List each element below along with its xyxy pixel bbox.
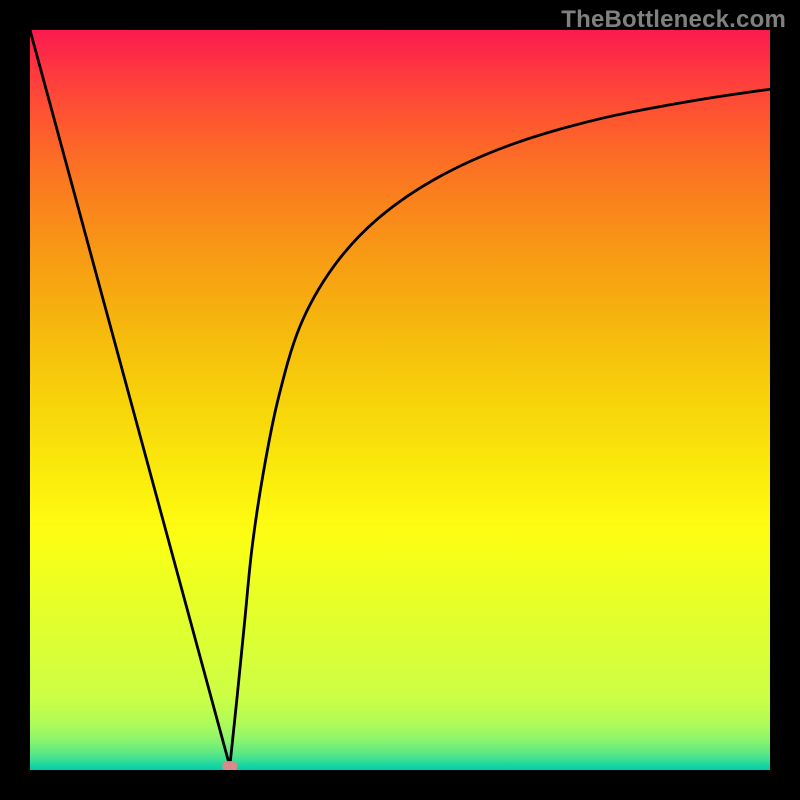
- chart-frame: TheBottleneck.com: [0, 0, 800, 800]
- watermark-text: TheBottleneck.com: [561, 6, 786, 34]
- chart-svg: [30, 30, 770, 770]
- gradient-background: [30, 30, 770, 770]
- plot-area: [30, 30, 770, 770]
- minimum-marker: [222, 761, 237, 770]
